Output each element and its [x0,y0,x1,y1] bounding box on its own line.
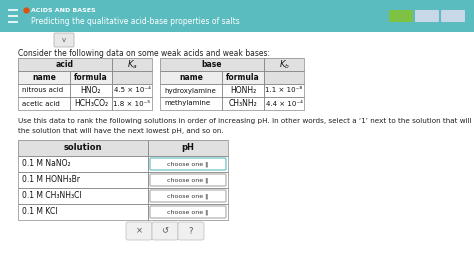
Bar [264,84,304,97]
Bar [70,71,112,84]
Bar [160,97,222,110]
Bar [18,71,70,84]
Text: nitrous acid: nitrous acid [22,87,63,94]
Text: pH: pH [182,143,194,153]
Bar [264,71,304,84]
Bar [160,58,264,71]
Text: CH₃NH₂: CH₃NH₂ [228,99,257,108]
Bar [264,97,304,110]
Text: HCH₃CO₂: HCH₃CO₂ [74,99,108,108]
Text: choose one ‖: choose one ‖ [167,177,209,183]
Bar [18,140,148,156]
Text: HONH₂: HONH₂ [230,86,256,95]
Text: ACIDS AND BASES: ACIDS AND BASES [31,8,96,13]
Bar [148,140,228,156]
Bar [0,32,474,280]
Text: v: v [62,37,66,43]
Text: acid: acid [56,60,74,69]
Text: formula: formula [74,73,108,82]
Text: HNO₂: HNO₂ [81,86,101,95]
Text: choose one ‖: choose one ‖ [167,209,209,215]
FancyBboxPatch shape [178,222,204,240]
Bar [18,188,148,204]
Bar [222,71,264,84]
Bar [148,140,228,156]
Text: formula: formula [226,73,260,82]
Text: name: name [32,73,56,82]
Text: hydroxylamine: hydroxylamine [164,87,216,94]
Bar [160,71,222,84]
Text: choose one ‖: choose one ‖ [167,193,209,199]
FancyBboxPatch shape [54,33,74,47]
Bar [148,204,228,220]
Text: 0.1 M NaNO₂: 0.1 M NaNO₂ [22,160,71,169]
Bar [70,71,112,84]
Text: methylamine: methylamine [164,101,210,106]
FancyBboxPatch shape [150,190,226,202]
Bar [112,71,152,84]
Text: 1.8 × 10⁻⁵: 1.8 × 10⁻⁵ [113,101,151,106]
Text: ↺: ↺ [162,227,168,235]
Bar [264,58,304,71]
Text: 0.1 M KCl: 0.1 M KCl [22,207,57,216]
Text: ×: × [136,227,143,235]
FancyBboxPatch shape [415,10,439,22]
Text: the solution that will have the next lowest pH, and so on.: the solution that will have the next low… [18,128,224,134]
Bar [18,172,148,188]
Bar [148,188,228,204]
Bar [112,71,152,84]
Text: acetic acid: acetic acid [22,101,60,106]
Bar [18,97,70,110]
FancyBboxPatch shape [150,174,226,186]
Text: $K_b$: $K_b$ [279,58,290,71]
FancyBboxPatch shape [126,222,152,240]
Bar [18,71,70,84]
Text: Consider the following data on some weak acids and weak bases:: Consider the following data on some weak… [18,48,270,57]
Bar [112,84,152,97]
Text: ?: ? [189,227,193,235]
Bar [112,58,152,71]
Bar [70,97,112,110]
Text: base: base [202,60,222,69]
FancyBboxPatch shape [150,158,226,170]
Bar [18,156,148,172]
Text: solution: solution [64,143,102,153]
Text: choose one ‖: choose one ‖ [167,161,209,167]
Text: Predicting the qualitative acid-base properties of salts: Predicting the qualitative acid-base pro… [31,17,240,27]
Bar [18,58,112,71]
Bar [222,71,264,84]
FancyBboxPatch shape [441,10,465,22]
Bar [148,172,228,188]
Bar [222,97,264,110]
FancyBboxPatch shape [152,222,178,240]
Bar [18,84,70,97]
Bar [264,71,304,84]
Text: 1.1 × 10⁻⁸: 1.1 × 10⁻⁸ [265,87,302,94]
FancyBboxPatch shape [389,10,413,22]
Text: 4.4 × 10⁻⁴: 4.4 × 10⁻⁴ [265,101,302,106]
FancyBboxPatch shape [150,206,226,218]
Bar [112,58,152,71]
Bar [18,58,112,71]
Bar [222,84,264,97]
Text: 0.1 M HONH₃Br: 0.1 M HONH₃Br [22,176,80,185]
Bar [264,58,304,71]
Bar [160,58,264,71]
Bar [18,204,148,220]
Bar [112,97,152,110]
Text: name: name [179,73,203,82]
Bar [160,84,222,97]
Text: $K_a$: $K_a$ [127,58,137,71]
Bar [70,84,112,97]
Bar [148,156,228,172]
Text: 0.1 M CH₃NH₃Cl: 0.1 M CH₃NH₃Cl [22,192,82,200]
Bar [18,140,148,156]
Bar [160,71,222,84]
Text: Use this data to rank the following solutions in order of increasing pH. In othe: Use this data to rank the following solu… [18,118,474,124]
Text: 4.5 × 10⁻⁴: 4.5 × 10⁻⁴ [114,87,150,94]
Bar [0,0,474,32]
